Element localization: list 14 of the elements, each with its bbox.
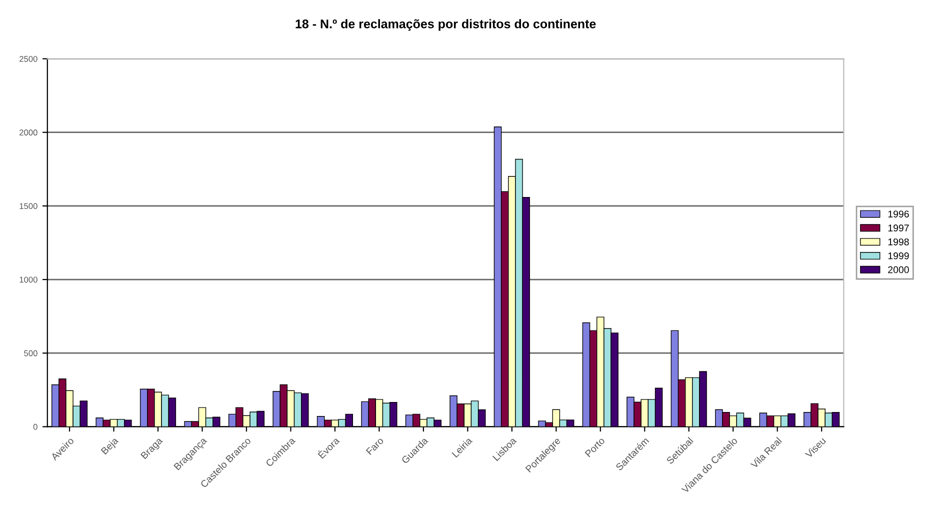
y-tick-label: 1500 [20, 203, 38, 210]
legend-label: 2000 [888, 266, 909, 274]
legend-label: 1996 [888, 210, 909, 218]
y-tick-label: 500 [24, 350, 38, 356]
y-tick-label: 0 [33, 424, 38, 430]
y-tick-label: 2000 [20, 130, 38, 136]
legend-label: 1998 [888, 238, 909, 246]
x-tick-label: Beja [100, 436, 120, 456]
y-tick-label: 2500 [20, 56, 38, 62]
chart-title: 18 - N.º de reclamações por distritos do continente [296, 19, 596, 31]
y-tick-label: 1000 [20, 276, 38, 283]
legend-label: 1997 [888, 224, 909, 232]
x-tick-label: Faro [366, 436, 384, 456]
legend-label: 1999 [888, 252, 909, 260]
